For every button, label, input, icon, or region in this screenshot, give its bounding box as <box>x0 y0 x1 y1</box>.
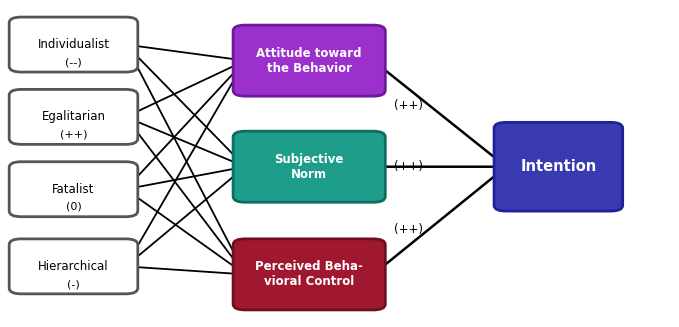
Text: (++): (++) <box>394 160 423 173</box>
Text: Individualist: Individualist <box>37 38 109 51</box>
Text: Intention: Intention <box>520 159 596 174</box>
Text: (-): (-) <box>67 279 80 289</box>
Text: Egalitarian: Egalitarian <box>41 111 105 123</box>
Text: (--): (--) <box>65 57 82 67</box>
Text: Attitude toward
the Behavior: Attitude toward the Behavior <box>257 47 362 75</box>
FancyBboxPatch shape <box>10 17 138 72</box>
FancyBboxPatch shape <box>10 89 138 145</box>
Text: (++): (++) <box>394 223 423 236</box>
FancyBboxPatch shape <box>10 239 138 294</box>
FancyBboxPatch shape <box>10 162 138 217</box>
Text: Fatalist: Fatalist <box>52 183 94 196</box>
Text: Subjective
Norm: Subjective Norm <box>274 153 344 181</box>
Text: Perceived Beha-
vioral Control: Perceived Beha- vioral Control <box>255 260 363 288</box>
Text: (++): (++) <box>394 99 423 112</box>
FancyBboxPatch shape <box>233 131 385 202</box>
FancyBboxPatch shape <box>233 25 385 96</box>
Text: Hierarchical: Hierarchical <box>38 260 109 273</box>
FancyBboxPatch shape <box>494 122 623 211</box>
Text: (++): (++) <box>60 129 87 140</box>
FancyBboxPatch shape <box>233 239 385 310</box>
Text: (0): (0) <box>66 202 81 212</box>
